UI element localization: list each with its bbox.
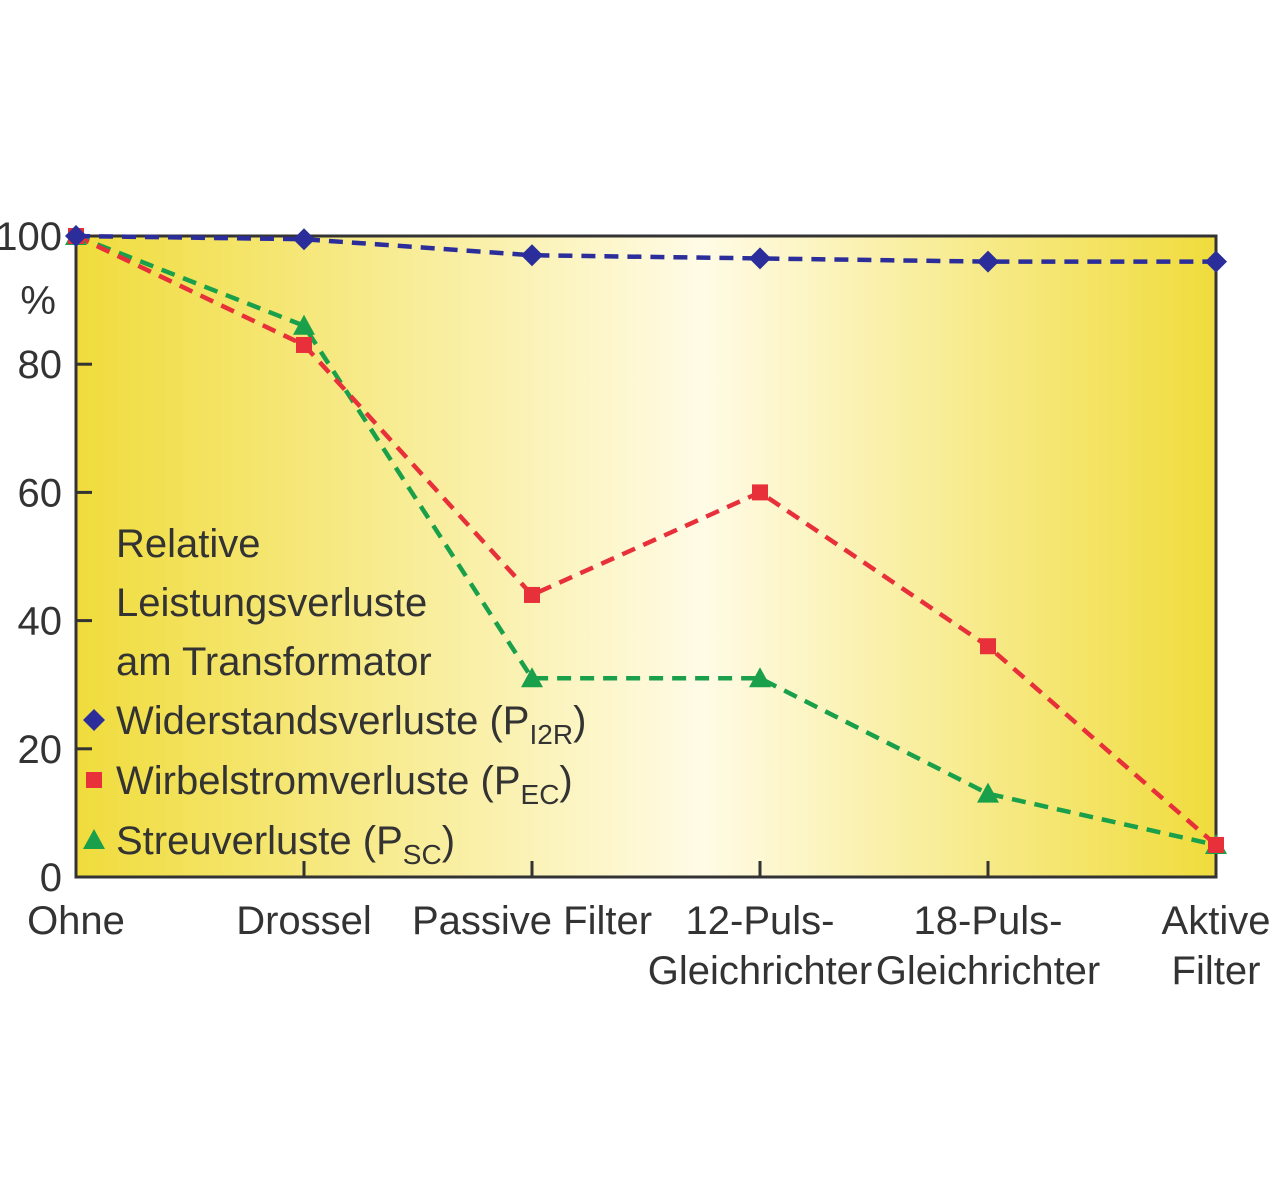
plot-area: [74, 234, 1218, 879]
x-tick-label: Passive Filter: [412, 899, 652, 943]
x-tick-label: Drossel: [236, 899, 372, 943]
series-line-square: [75, 233, 1218, 847]
x-tick-label: 12-Puls-Gleichrichter: [648, 899, 873, 993]
y-tick-label: 60: [18, 471, 63, 515]
legend-marker-diamond: [83, 709, 105, 731]
data-point-diamond: [65, 225, 87, 247]
y-tick-label: 100: [0, 215, 62, 259]
y-tick-label: 0: [40, 856, 62, 900]
data-point-square: [296, 336, 312, 353]
legend-marker-triangle: [83, 829, 105, 849]
data-point-triangle: [977, 782, 999, 803]
data-point-square: [752, 484, 768, 501]
y-axis-label: %: [20, 279, 56, 323]
series-lines: [75, 233, 1218, 848]
data-point-diamond: [293, 228, 315, 251]
legend-entry: Streuverluste (PSC): [116, 819, 455, 870]
legend-title-line: Relative: [116, 522, 261, 566]
x-tick-label: 18-Puls-Gleichrichter: [876, 899, 1101, 993]
data-point-square: [980, 638, 996, 655]
legend: Relative Leistungsverluste am Transformato…: [83, 522, 586, 870]
data-point-diamond: [521, 244, 543, 267]
data-point-diamond: [1205, 250, 1227, 273]
data-point-square: [524, 586, 540, 603]
legend-entry: Widerstandsverluste (PI2R): [116, 699, 586, 750]
data-point-triangle: [749, 667, 771, 688]
legend-marker-square: [86, 772, 102, 788]
series-markers: [65, 225, 1227, 854]
data-point-triangle: [293, 314, 315, 335]
data-point-diamond: [977, 250, 999, 273]
y-tick-label: 40: [18, 600, 63, 644]
legend-title-line: am Transformator: [116, 640, 432, 684]
legend-entry: Wirbelstromverluste (PEC): [116, 759, 573, 810]
data-point-diamond: [749, 247, 771, 270]
data-point-square: [1208, 836, 1224, 853]
x-tick-label: Ohne: [27, 899, 125, 943]
x-tick-label: Aktive Filter: [1162, 899, 1271, 993]
series-line-diamond: [75, 233, 1216, 264]
data-point-triangle: [521, 667, 543, 688]
y-tick-label: 80: [18, 343, 63, 387]
y-tick-label: 20: [18, 728, 63, 772]
legend-title-line: Leistungsverluste: [116, 581, 427, 625]
axis-ticks: 0 20 40 60 80 100% Ohne Drossel Passive Filter 12…: [0, 215, 1270, 993]
